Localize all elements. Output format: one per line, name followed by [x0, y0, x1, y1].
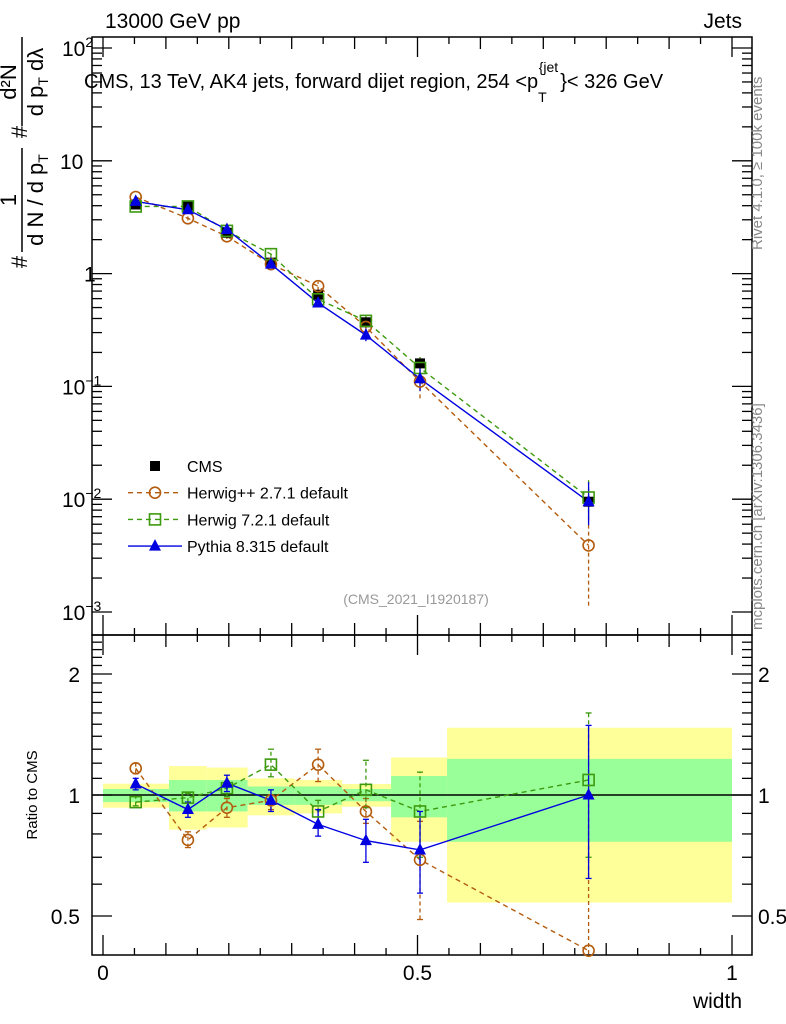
- main-point-pythia: [264, 257, 277, 269]
- ratio-point-herwigpp: [129, 762, 143, 775]
- header-right: Jets: [703, 10, 742, 33]
- main-point-pythia: [181, 202, 194, 215]
- title-end: }< 326 GeV: [560, 71, 664, 93]
- watermark: (CMS_2021_I1920187): [343, 591, 489, 607]
- main-point-pythia: [129, 194, 142, 206]
- legend: CMS Herwig++ 2.7.1 default Herwig 7.2.1 de…: [128, 459, 349, 556]
- ratio-line-herwigpp: [135, 763, 589, 952]
- svg-text:d²N: d²N: [0, 64, 21, 99]
- y-axis-label: # 1 d N / d pT # d²N d pTdλ: [0, 37, 51, 268]
- y-tick-label: 1: [84, 264, 96, 287]
- legend-item-pythia: Pythia 8.315 default: [128, 539, 329, 556]
- ratio-point-herwigpp: [359, 805, 373, 818]
- ratio-tick-label-right: 0.5: [758, 906, 786, 929]
- ratio-point-herwig7: [129, 795, 143, 809]
- main-point-cms: [415, 358, 426, 369]
- ratio-point-pythia: [264, 793, 277, 805]
- ratio-tick-label-right: 2: [758, 664, 770, 687]
- svg-text:1: 1: [0, 194, 21, 206]
- x-tick-label: 1: [726, 962, 738, 985]
- legend-marker: [148, 513, 162, 526]
- svg-text:d N / d pT: d N / d pT: [23, 154, 51, 246]
- ratio-point-herwigpp: [220, 801, 234, 814]
- main-point-cms: [313, 289, 324, 300]
- ratio-point-pythia: [181, 802, 194, 815]
- main-point-herwigpp: [311, 279, 325, 293]
- main-point-herwig7: [359, 314, 373, 328]
- ratio-point-herwig7: [359, 783, 373, 797]
- ratio-point-pythia: [359, 833, 372, 846]
- main-line-pythia: [135, 200, 590, 503]
- ratio-point-pythia: [414, 842, 427, 855]
- main-point-pythia: [220, 222, 233, 234]
- y-tick-label: 10: [60, 151, 83, 174]
- legend-item-herwigpp: Herwig++ 2.7.1 default: [128, 486, 349, 503]
- side-note-rivet: Rivet 4.1.0, ≥ 100k events: [749, 77, 766, 250]
- main-point-pythia: [359, 328, 372, 340]
- main-line-herwig7: [135, 205, 590, 499]
- legend-label: CMS: [187, 459, 223, 476]
- ratio-tick-label-right: 1: [758, 785, 770, 808]
- ratio-point-herwigpp: [311, 758, 325, 771]
- tick-labels: 0 0.5 1 102 10 1 10−1 10−2 10−3 2 2 1 1 0.5 0.5: [51, 34, 786, 985]
- legend-label: Pythia 8.315 default: [187, 539, 329, 556]
- x-axis-label: width: [692, 990, 742, 1013]
- y-tick-label: 102: [62, 34, 93, 61]
- ratio-point-pythia: [312, 817, 325, 829]
- legend-marker: [150, 461, 160, 471]
- ratio-point-pythia: [220, 776, 233, 788]
- header-left: 13000 GeV pp: [105, 10, 240, 33]
- ratio-point-herwig7: [582, 773, 595, 787]
- legend-label: Herwig 7.2.1 default: [187, 512, 330, 529]
- main-point-pythia: [414, 371, 427, 384]
- ratio-point-herwigpp: [181, 833, 195, 847]
- y-tick-label: 10−3: [62, 598, 102, 625]
- svg-text:d pTdλ: d pTdλ: [23, 48, 51, 116]
- title-sub: T: [538, 89, 547, 105]
- legend-item-herwig7: Herwig 7.2.1 default: [128, 512, 330, 529]
- series-layer: [129, 190, 595, 957]
- x-tick-label: 0.5: [403, 962, 432, 985]
- ratio-point-herwig7: [413, 805, 427, 818]
- ratio-point-herwig7: [311, 805, 325, 818]
- main-point-pythia: [312, 295, 325, 308]
- legend-label: Herwig++ 2.7.1 default: [187, 486, 349, 503]
- legend-item-cms: CMS: [150, 459, 223, 476]
- ratio-point-pythia: [582, 788, 595, 800]
- ratio-point-herwig7: [264, 758, 278, 771]
- title-sup: {jet: [539, 59, 559, 75]
- plot-title: CMS, 13 TeV, AK4 jets, forward dijet reg…: [84, 59, 664, 105]
- y-tick-label: 10−2: [62, 485, 102, 512]
- title-main: CMS, 13 TeV, AK4 jets, forward dijet reg…: [84, 71, 538, 93]
- ratio-point-herwigpp: [582, 944, 595, 957]
- main-point-herwigpp: [582, 539, 595, 552]
- ratio-line-pythia: [135, 782, 589, 851]
- ratio-tick-label-left: 0.5: [51, 906, 80, 929]
- side-note-mcplots: mcplots.cern.ch [arXiv:1306.3436]: [749, 403, 766, 630]
- main-point-cms: [360, 317, 371, 328]
- y-tick-label: 10−1: [62, 372, 102, 399]
- svg-text:#: #: [7, 255, 32, 268]
- legend-marker: [149, 539, 161, 551]
- ratio-tick-label-left: 2: [68, 664, 80, 687]
- x-tick-label: 0: [97, 962, 109, 985]
- ratio-tick-label-left: 1: [68, 785, 80, 808]
- ratio-point-pythia: [129, 777, 142, 789]
- ratio-line-herwig7: [135, 763, 589, 813]
- legend-marker: [148, 486, 162, 500]
- svg-text:#: #: [7, 125, 32, 138]
- main-point-pythia: [582, 494, 595, 507]
- ratio-band-inner: [447, 758, 732, 842]
- ratio-bands: [103, 727, 732, 903]
- main-line-herwigpp: [135, 196, 590, 546]
- ratio-y-label: Ratio to CMS: [24, 750, 41, 839]
